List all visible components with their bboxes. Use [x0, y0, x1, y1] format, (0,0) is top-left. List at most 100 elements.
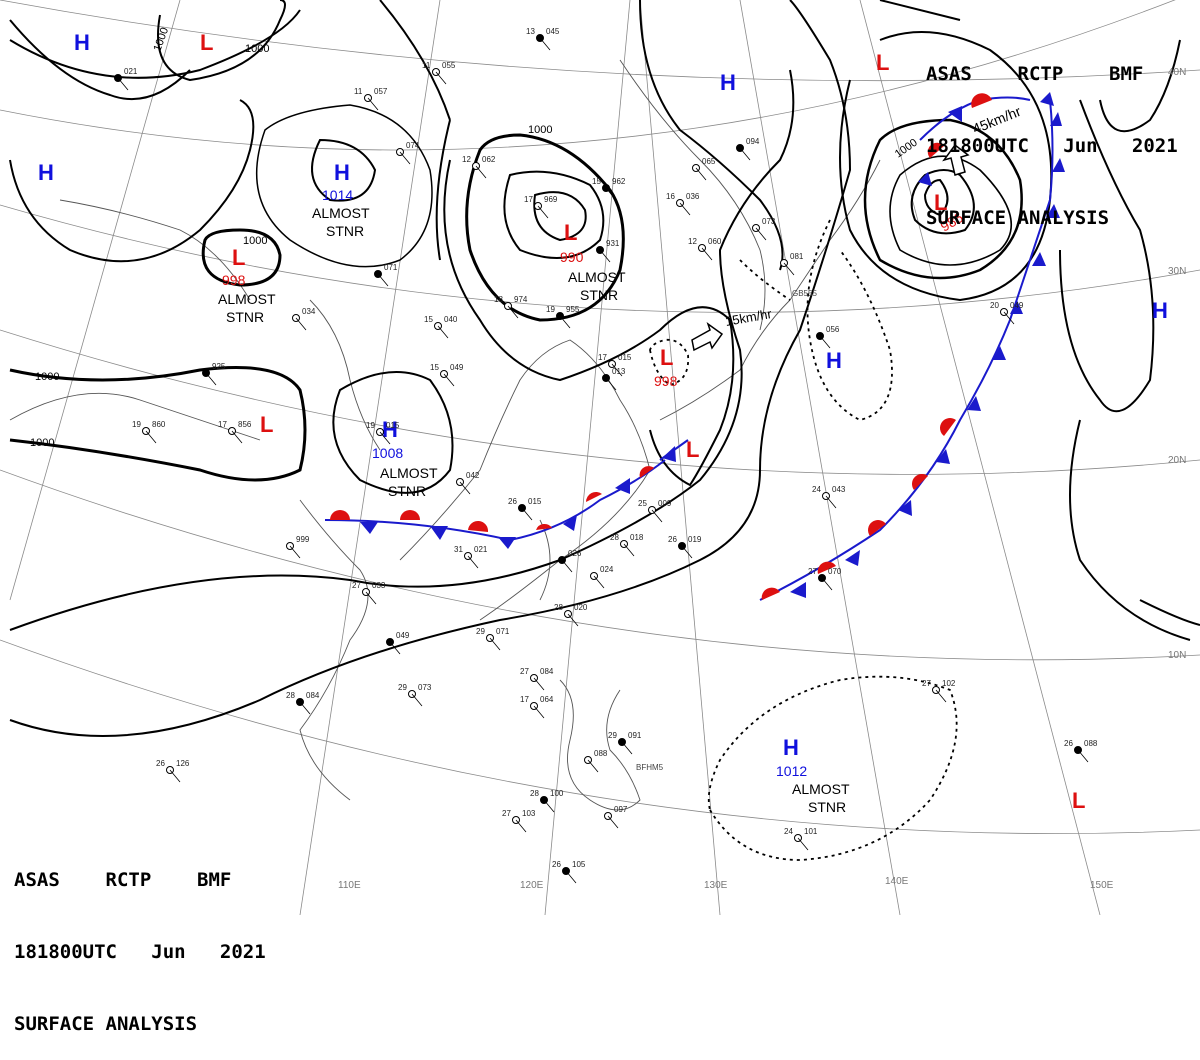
station-temperature: 12	[462, 155, 471, 164]
low-center-symbol: L	[876, 50, 889, 75]
station-pressure: 065	[702, 157, 716, 166]
lat-label: 20N	[1168, 455, 1186, 466]
wind-barb	[399, 151, 411, 165]
station-pressure: 955	[566, 305, 580, 314]
station-temperature: 27	[502, 809, 511, 818]
center-note: ALMOST	[568, 269, 626, 285]
wind-barb	[935, 689, 947, 703]
station-pressure: 103	[522, 809, 536, 818]
low-center-symbol: L	[686, 437, 699, 462]
station-plot: 27 084	[520, 667, 554, 691]
high-center-symbol: H	[1152, 298, 1168, 323]
center-pressure-value: 1012	[776, 763, 807, 779]
station-plot: 28 020	[554, 603, 588, 627]
station-pressure: 064	[540, 695, 554, 704]
station-pressure: 034	[302, 307, 316, 316]
station-pressure: 056	[826, 325, 840, 334]
wind-barb	[561, 559, 573, 573]
station-pressure: 931	[606, 239, 620, 248]
wind-barb	[515, 819, 527, 833]
station-plot: 034	[292, 307, 316, 331]
station-temperature: 17	[598, 353, 607, 362]
station-plot: 27 070	[808, 567, 842, 591]
station-pressure: 088	[594, 749, 608, 758]
station-pressure: 070	[828, 567, 842, 576]
low-center-symbol: L	[1072, 788, 1085, 813]
station-temperature: 29	[608, 731, 617, 740]
station-plot: 021	[114, 67, 138, 91]
station-plot: 12 062	[462, 155, 496, 179]
wind-barb	[607, 815, 619, 829]
station-temperature: 18	[494, 295, 503, 304]
station-temperature: 28	[610, 533, 619, 542]
station-temperature: 26	[552, 860, 561, 869]
station-temperature: 26	[1064, 739, 1073, 748]
station-plot: 26 088	[1064, 739, 1098, 763]
station-plot: 26 126	[156, 759, 190, 783]
station-pressure: 969	[544, 195, 558, 204]
wind-barb	[587, 759, 599, 773]
station-pressure: 049	[450, 363, 464, 372]
station-pressure: 073	[418, 683, 432, 692]
wind-barb	[533, 705, 545, 719]
station-pressure: 043	[832, 485, 846, 494]
motion-arrows	[691, 143, 970, 352]
wind-barb	[651, 509, 663, 523]
lon-label: 120E	[520, 880, 544, 891]
station-plot: 12 060	[688, 237, 722, 261]
center-note: ALMOST	[312, 205, 370, 221]
ship-id: BFHM5	[636, 763, 664, 772]
header-line-3: SURFACE ANALYSIS	[926, 207, 1110, 229]
center-pressure-value: 1008	[372, 445, 403, 461]
lon-label: 150E	[1090, 880, 1114, 891]
station-plot: 11 055	[422, 61, 456, 85]
station-pressure: 009	[658, 499, 672, 508]
wind-barb	[695, 167, 707, 181]
station-plot: 28 084	[286, 691, 320, 715]
station-plot: 925	[202, 362, 226, 386]
wind-barb	[521, 507, 533, 521]
station-pressure: 049	[1010, 301, 1024, 310]
station-pressure: 084	[306, 691, 320, 700]
low-center-symbol: L	[564, 220, 577, 245]
station-pressure: 925	[212, 362, 226, 371]
station-pressure: 015	[386, 421, 400, 430]
station-pressure: 105	[572, 860, 586, 869]
station-plot: 17 064	[520, 695, 554, 719]
station-pressure: 084	[540, 667, 554, 676]
wind-barb	[507, 305, 519, 319]
center-notes: ALMOST STNR ALMOST STNR ALMOST STNR ALMO…	[218, 205, 850, 815]
wind-barb	[537, 205, 549, 219]
wind-barb	[435, 71, 447, 85]
station-temperature: 27	[808, 567, 817, 576]
station-plot: 24 043	[812, 485, 846, 509]
station-plot: 042	[456, 471, 480, 495]
station-pressure: 057	[374, 87, 388, 96]
pressure-centers: H L H H L L H L L H H L H L L H L	[38, 30, 1168, 813]
station-plot: 065	[692, 157, 716, 181]
wind-barb	[797, 837, 809, 851]
lon-label: 130E	[704, 880, 728, 891]
station-plots: 13 045 11 055 11 057 021 074 12 062 15 962 16 036 17 96…	[114, 27, 1098, 884]
low-center-symbol: L	[934, 190, 947, 215]
station-plot: 29 073	[398, 683, 432, 707]
station-plot: 28 100	[530, 789, 564, 813]
station-plot: 31 021	[454, 545, 488, 569]
station-temperature: 19	[546, 305, 555, 314]
wind-barb	[145, 430, 157, 444]
wind-barb	[623, 543, 635, 557]
station-temperature: 15	[424, 315, 433, 324]
wind-barb	[475, 165, 487, 179]
center-note: STNR	[808, 799, 846, 815]
station-temperature: 28	[286, 691, 295, 700]
low-center-symbol: L	[200, 30, 213, 55]
station-temperature: 29	[476, 627, 485, 636]
station-pressure: 045	[546, 27, 560, 36]
wind-barb	[467, 555, 479, 569]
station-temperature: 25	[638, 499, 647, 508]
station-pressure: 026	[568, 549, 582, 558]
station-plot: 17 856	[218, 420, 252, 444]
header-line-1: ASAS RCTP BMF	[14, 869, 232, 891]
wind-barb	[459, 481, 471, 495]
high-center-symbol: H	[783, 735, 799, 760]
